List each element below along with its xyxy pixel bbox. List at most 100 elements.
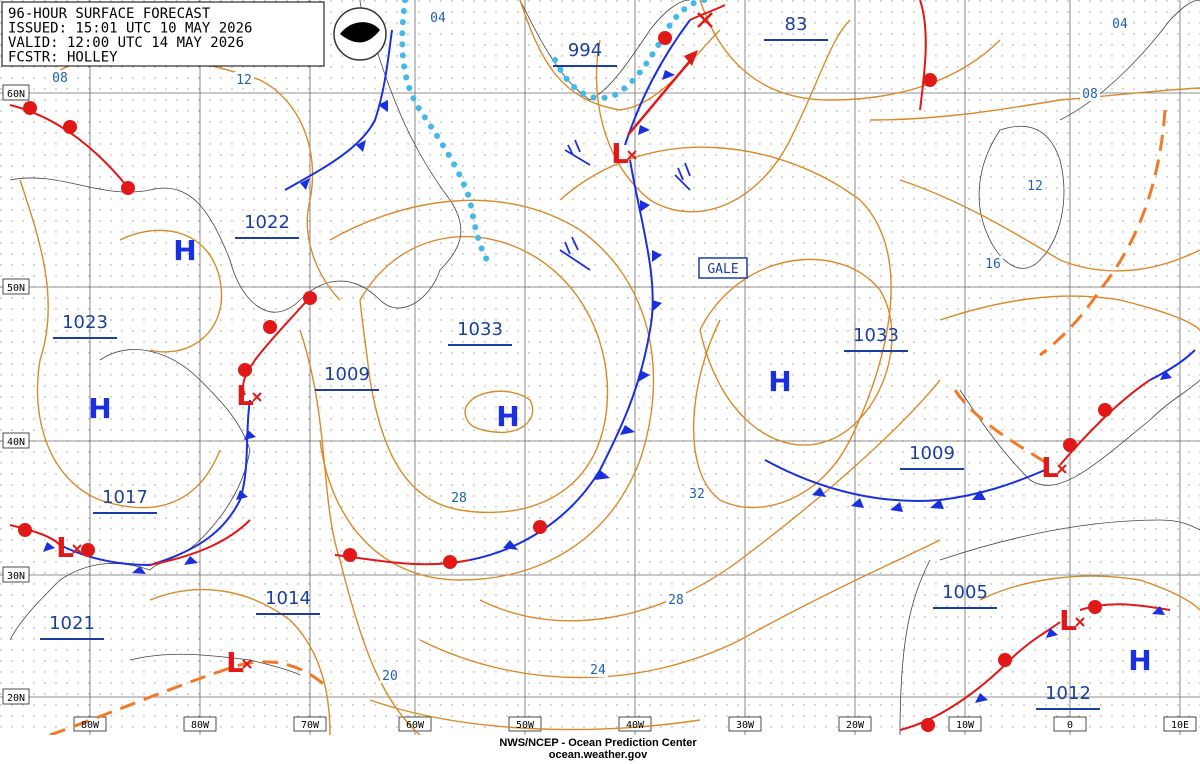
lon-label-box [948, 716, 982, 732]
warning-box [698, 257, 748, 279]
isobar-label: 12 [1027, 179, 1043, 194]
isobar-label: 28 [668, 593, 684, 608]
low-center: L [611, 137, 629, 170]
pressure-label: 83 [785, 14, 808, 35]
pressure-label: 1017 [102, 487, 148, 508]
isobar-label-bg [588, 662, 608, 677]
lon-label-box [728, 716, 762, 732]
lon-label-box [1163, 716, 1197, 732]
pressure-label: 1012 [1045, 683, 1091, 704]
coastlines [9, 0, 1200, 736]
longitude-label: 50W [516, 720, 535, 731]
isobar-label-bg [666, 592, 686, 607]
latitude-label: 30N [7, 571, 25, 582]
longitude-label: 10W [956, 720, 975, 731]
high-center: H [1128, 644, 1151, 677]
pressure-label: 1022 [244, 212, 290, 233]
low-center: L [1041, 451, 1059, 484]
isobar-label: 12 [236, 73, 252, 88]
lat-label-box [2, 432, 30, 449]
high-center: H [768, 365, 791, 398]
longitude-label: 60W [406, 720, 425, 731]
isobar-label-bg [1025, 178, 1045, 193]
front-symbols [18, 12, 1172, 732]
low-center: L [226, 646, 244, 679]
high-center: H [496, 400, 519, 433]
lon-label-box [838, 716, 872, 732]
isobar-label-bg [234, 72, 254, 87]
lon-label-box [1053, 716, 1087, 732]
low-marker [252, 392, 262, 402]
longitude-label: 0 [1067, 720, 1073, 731]
warning-label: GALE [707, 262, 738, 277]
pressure-label: 1009 [324, 364, 370, 385]
header-box [1, 1, 325, 67]
isobar-label-bg [380, 668, 400, 683]
low-marker [242, 659, 252, 669]
low-center: L [1059, 604, 1077, 637]
lat-label-box [2, 278, 30, 295]
longitude-label: 20W [846, 720, 865, 731]
latitude-label: 20N [7, 693, 25, 704]
labels: 60N 50N 40N 30N 20N 80W 80W 70W 60W 50W 40W 30W 20W 1… [7, 10, 1189, 731]
troughs [49, 109, 1167, 737]
low-center: L [236, 379, 254, 412]
isobar-label: 04 [1112, 17, 1128, 32]
isobar-label: 16 [985, 257, 1001, 272]
lon-label-box [183, 716, 217, 732]
longitude-label: 30W [736, 720, 755, 731]
header-line: VALID: 12:00 UTC 14 MAY 2026 [8, 35, 244, 51]
footer: NWS/NCEP - Ocean Prediction Centerocean.… [0, 735, 1200, 764]
isobar-label-bg [1110, 16, 1130, 31]
low-marker [1075, 617, 1085, 627]
isobar-label-bg [687, 486, 707, 501]
ice-edge [399, 0, 708, 268]
pressure-label: 1014 [265, 588, 311, 609]
pressure-label: 1005 [942, 582, 988, 603]
header-line: 96-HOUR SURFACE FORECAST [8, 6, 211, 22]
lon-label-box [73, 716, 107, 732]
footer-bg [0, 735, 1200, 764]
latitude-label: 60N [7, 89, 25, 100]
isobar-label: 04 [430, 11, 446, 26]
noaa-logo-bird [340, 22, 380, 43]
longitude-label: 70W [301, 720, 320, 731]
isobar-label-bg [1080, 86, 1100, 101]
low-marker [1057, 464, 1067, 474]
isobar-label-bg [428, 10, 448, 25]
isobar-label: 32 [689, 487, 705, 502]
pressure-label: 1033 [457, 319, 503, 340]
lon-label-box [293, 716, 327, 732]
low-marker [627, 150, 637, 160]
pressure-label: 1033 [853, 325, 899, 346]
isobar-label: 20 [382, 669, 398, 684]
latitude-label: 40N [7, 437, 25, 448]
isobar-label-bg [50, 70, 70, 85]
pressure-label: 1009 [909, 443, 955, 464]
pressure-label: 1023 [62, 312, 108, 333]
header-line: FCSTR: HOLLEY [8, 50, 118, 66]
longitude-label: 80W [191, 720, 210, 731]
pressure-label: 1021 [49, 613, 95, 634]
longitude-label: 10E [1171, 720, 1189, 731]
isobar-label-bg [449, 490, 469, 505]
pressure-label: 994 [568, 40, 602, 61]
low-center: L [56, 531, 74, 564]
lat-label-box [2, 566, 30, 583]
lat-label-box [2, 84, 30, 101]
longitude-label: 40W [626, 720, 645, 731]
isobar-label: 08 [52, 71, 68, 86]
low-marker [72, 544, 82, 554]
isobar-label-bg [983, 256, 1003, 271]
header-line: ISSUED: 15:01 UTC 10 MAY 2026 [8, 21, 252, 37]
latitude-label: 50N [7, 283, 25, 294]
isobar-label: 08 [1082, 87, 1098, 102]
footer-line: NWS/NCEP - Ocean Prediction Center [499, 737, 697, 749]
longitude-label: 80W [81, 720, 100, 731]
footer-line: ocean.weather.gov [549, 749, 648, 761]
high-center: H [173, 234, 196, 267]
isobar-label: 28 [451, 491, 467, 506]
isobar-label: 24 [590, 663, 606, 678]
